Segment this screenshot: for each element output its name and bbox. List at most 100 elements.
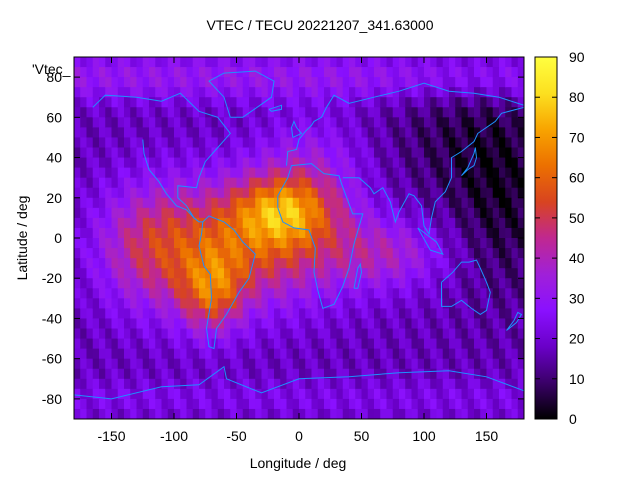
heatmap-cell: [474, 268, 481, 279]
heatmap-cell: [299, 398, 306, 410]
heatmap-cell: [136, 358, 144, 370]
heatmap-cell: [392, 248, 400, 259]
heatmap-cell: [499, 157, 506, 169]
heatmap-cell: [211, 77, 219, 88]
heatmap-cell: [224, 167, 231, 179]
heatmap-cell: [205, 127, 213, 139]
heatmap-cell: [380, 378, 388, 390]
heatmap-cell: [311, 328, 319, 340]
heatmap-cell: [117, 268, 125, 279]
heatmap-cell: [405, 398, 413, 410]
heatmap-cell: [424, 348, 431, 360]
heatmap-cell: [217, 388, 225, 400]
heatmap-cell: [186, 298, 194, 309]
heatmap-cell: [124, 368, 131, 380]
heatmap-cell: [442, 137, 450, 149]
heatmap-cell: [411, 248, 419, 259]
heatmap-cell: [180, 127, 188, 139]
heatmap-cell: [86, 258, 94, 269]
heatmap-cell: [199, 177, 206, 189]
heatmap-cell: [336, 358, 344, 370]
heatmap-cell: [105, 378, 113, 390]
heatmap-cell: [517, 278, 524, 289]
heatmap-cell: [192, 67, 200, 78]
heatmap-cell: [305, 207, 313, 219]
heatmap-cell: [330, 107, 338, 118]
heatmap-cell: [324, 77, 331, 88]
heatmap-cell: [274, 57, 281, 68]
heatmap-cell: [467, 117, 475, 128]
heatmap-cell: [130, 308, 138, 320]
heatmap-cell: [392, 87, 400, 98]
heatmap-cell: [355, 288, 363, 299]
heatmap-cell: [136, 248, 144, 259]
heatmap-cell: [99, 378, 106, 390]
heatmap-cell: [324, 368, 331, 380]
heatmap-cell: [99, 308, 106, 320]
heatmap-cell: [155, 318, 163, 330]
heatmap-cell: [467, 298, 475, 309]
heatmap-cell: [336, 288, 344, 299]
heatmap-cell: [130, 348, 138, 360]
heatmap-cell: [174, 67, 181, 78]
heatmap-cell: [305, 398, 313, 410]
heatmap-cell: [192, 348, 200, 360]
heatmap-cell: [180, 348, 188, 360]
heatmap-cell: [355, 117, 363, 128]
heatmap-cell: [230, 278, 238, 289]
heatmap-cell: [405, 258, 413, 269]
heatmap-cell: [242, 157, 250, 169]
heatmap-cell: [442, 298, 450, 309]
heatmap-cell: [367, 358, 375, 370]
heatmap-cell: [480, 197, 488, 209]
heatmap-cell: [280, 107, 288, 118]
heatmap-cell: [286, 398, 294, 410]
heatmap-cell: [386, 388, 394, 400]
heatmap-cell: [299, 97, 306, 108]
heatmap-cell: [242, 167, 250, 179]
heatmap-cell: [361, 238, 369, 249]
heatmap-cell: [480, 167, 488, 179]
heatmap-cell: [167, 97, 175, 108]
heatmap-cell: [299, 197, 306, 209]
heatmap-cell: [399, 67, 406, 78]
heatmap-cell: [467, 378, 475, 390]
heatmap-cell: [205, 87, 213, 98]
heatmap-cell: [417, 137, 425, 149]
heatmap-cell: [136, 258, 144, 269]
heatmap-cell: [117, 87, 125, 98]
heatmap-cell: [92, 278, 100, 289]
heatmap-cell: [242, 398, 250, 410]
heatmap-cell: [299, 388, 306, 400]
heatmap-cell: [217, 137, 225, 149]
heatmap-cell: [299, 298, 306, 309]
heatmap-cell: [124, 268, 131, 279]
heatmap-cell: [136, 157, 144, 169]
heatmap-cell: [449, 207, 456, 219]
heatmap-cell: [161, 217, 169, 229]
heatmap-cell: [511, 308, 519, 320]
heatmap-cell: [230, 167, 238, 179]
heatmap-cell: [449, 77, 456, 88]
heatmap-cell: [449, 258, 456, 269]
heatmap-cell: [367, 67, 375, 78]
heatmap-cell: [436, 368, 444, 380]
heatmap-cell: [267, 97, 275, 108]
heatmap-cell: [455, 378, 463, 390]
heatmap-cell: [380, 157, 388, 169]
heatmap-cell: [80, 348, 88, 360]
heatmap-cell: [167, 388, 175, 400]
heatmap-cell: [436, 288, 444, 299]
heatmap-cell: [424, 388, 431, 400]
heatmap-cell: [499, 268, 506, 279]
heatmap-cell: [411, 278, 419, 289]
heatmap-cell: [392, 358, 400, 370]
heatmap-cell: [267, 227, 275, 239]
heatmap-cell: [136, 197, 144, 209]
colorbar-tick-label: 40: [569, 250, 585, 266]
heatmap-cell: [99, 167, 106, 179]
heatmap-cell: [80, 408, 88, 419]
heatmap-cell: [455, 388, 463, 400]
heatmap-cell: [417, 147, 425, 159]
heatmap-cell: [217, 238, 225, 249]
